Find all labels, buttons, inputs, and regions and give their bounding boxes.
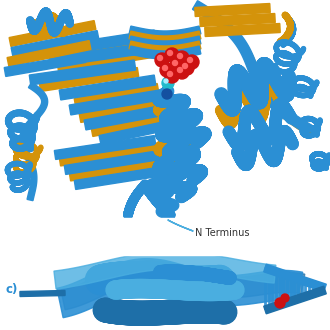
Polygon shape: [19, 82, 48, 201]
Polygon shape: [195, 4, 270, 17]
Polygon shape: [146, 171, 179, 219]
Polygon shape: [4, 53, 86, 77]
Polygon shape: [57, 49, 153, 73]
Polygon shape: [59, 75, 156, 100]
Polygon shape: [49, 42, 156, 67]
Circle shape: [157, 55, 162, 60]
Polygon shape: [59, 143, 159, 166]
Polygon shape: [11, 31, 99, 56]
Polygon shape: [74, 83, 159, 108]
Polygon shape: [0, 255, 330, 330]
Circle shape: [175, 51, 189, 65]
Circle shape: [187, 57, 192, 62]
Polygon shape: [9, 20, 96, 47]
Circle shape: [275, 298, 285, 308]
Polygon shape: [129, 26, 201, 39]
Circle shape: [155, 53, 169, 67]
Circle shape: [165, 48, 179, 62]
Circle shape: [165, 69, 179, 83]
Circle shape: [182, 63, 187, 69]
Polygon shape: [54, 251, 276, 289]
Polygon shape: [129, 31, 201, 44]
Polygon shape: [29, 60, 136, 85]
Circle shape: [185, 55, 199, 69]
Polygon shape: [84, 105, 166, 130]
Polygon shape: [205, 23, 280, 37]
Polygon shape: [0, 0, 330, 220]
Polygon shape: [20, 290, 65, 296]
Polygon shape: [54, 136, 156, 159]
Polygon shape: [79, 99, 163, 122]
Polygon shape: [0, 218, 330, 255]
Text: c): c): [5, 283, 17, 296]
Text: N Terminus: N Terminus: [195, 228, 249, 238]
Circle shape: [160, 63, 174, 77]
Polygon shape: [129, 36, 201, 49]
Circle shape: [281, 294, 289, 302]
Polygon shape: [200, 14, 275, 26]
Polygon shape: [192, 1, 313, 134]
Circle shape: [178, 68, 182, 73]
Polygon shape: [129, 41, 201, 54]
Polygon shape: [69, 158, 164, 181]
Circle shape: [173, 60, 178, 65]
Circle shape: [168, 50, 173, 55]
Polygon shape: [7, 41, 91, 66]
Polygon shape: [74, 166, 171, 189]
Circle shape: [162, 89, 172, 99]
Polygon shape: [57, 259, 303, 318]
Polygon shape: [44, 30, 156, 57]
Circle shape: [178, 53, 182, 58]
Polygon shape: [69, 90, 161, 115]
Polygon shape: [129, 46, 201, 59]
Circle shape: [175, 65, 189, 79]
Polygon shape: [264, 286, 326, 314]
Circle shape: [162, 77, 174, 89]
Circle shape: [170, 58, 184, 72]
Polygon shape: [54, 36, 151, 61]
Polygon shape: [39, 68, 139, 91]
Circle shape: [180, 61, 194, 75]
Polygon shape: [64, 150, 161, 175]
Polygon shape: [99, 120, 171, 145]
Circle shape: [162, 65, 168, 71]
Circle shape: [168, 72, 173, 77]
Polygon shape: [264, 264, 326, 292]
Polygon shape: [196, 6, 315, 137]
Polygon shape: [91, 114, 168, 136]
Polygon shape: [61, 261, 305, 310]
Circle shape: [164, 79, 168, 83]
